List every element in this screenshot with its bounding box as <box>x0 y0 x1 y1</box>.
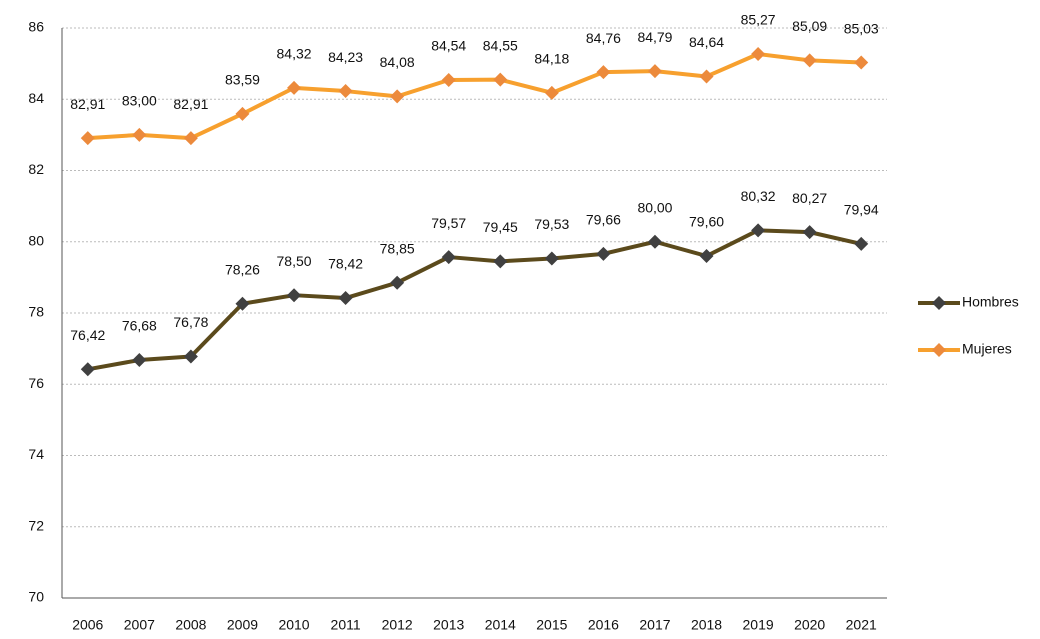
y-tick-label: 70 <box>28 589 44 605</box>
x-tick-label: 2018 <box>691 617 722 633</box>
data-label: 78,85 <box>380 240 415 256</box>
marker <box>699 69 714 84</box>
data-label: 80,32 <box>741 188 776 204</box>
marker <box>287 288 302 303</box>
x-tick-label: 2019 <box>743 617 774 633</box>
marker <box>287 80 302 95</box>
x-tick-label: 2009 <box>227 617 258 633</box>
data-label: 76,42 <box>70 327 105 343</box>
data-label: 79,94 <box>844 202 879 218</box>
data-label: 76,78 <box>173 314 208 330</box>
x-tick-label: 2017 <box>639 617 670 633</box>
x-tick-label: 2021 <box>846 617 877 633</box>
marker <box>493 254 508 269</box>
x-tick-label: 2014 <box>485 617 516 633</box>
marker <box>647 64 662 79</box>
data-label: 78,42 <box>328 256 363 272</box>
marker <box>235 106 250 121</box>
x-tick-label: 2015 <box>536 617 567 633</box>
marker <box>338 84 353 99</box>
data-label: 85,09 <box>792 18 827 34</box>
legend-label: Mujeres <box>962 341 1012 357</box>
marker <box>802 53 817 68</box>
y-tick-label: 82 <box>28 161 44 177</box>
data-label: 84,76 <box>586 30 621 46</box>
series-line <box>87 52 862 141</box>
marker <box>441 250 456 265</box>
y-tick-label: 80 <box>28 232 44 248</box>
x-tick-label: 2020 <box>794 617 825 633</box>
marker <box>338 291 353 306</box>
series-line <box>87 228 862 372</box>
y-tick-label: 86 <box>28 19 44 35</box>
marker <box>699 249 714 263</box>
marker <box>132 127 147 142</box>
marker <box>441 73 456 88</box>
marker <box>390 275 405 290</box>
legend-marker <box>932 343 946 357</box>
legend-label: Hombres <box>962 294 1019 310</box>
marker <box>596 65 611 80</box>
y-tick-label: 74 <box>28 446 44 462</box>
marker <box>390 89 405 104</box>
data-label: 84,79 <box>637 29 672 45</box>
marker <box>132 353 147 368</box>
x-tick-label: 2010 <box>278 617 309 633</box>
data-label: 78,50 <box>277 253 312 269</box>
data-label: 84,54 <box>431 38 466 54</box>
data-label: 84,55 <box>483 37 518 53</box>
x-tick-label: 2016 <box>588 617 619 633</box>
data-label: 79,57 <box>431 215 466 231</box>
data-label: 84,18 <box>534 51 569 67</box>
data-label: 84,32 <box>277 46 312 62</box>
marker <box>544 85 559 100</box>
marker <box>183 131 198 146</box>
data-label: 83,59 <box>225 72 260 88</box>
data-label: 79,53 <box>534 216 569 232</box>
x-tick-label: 2008 <box>175 617 206 633</box>
marker <box>854 236 869 251</box>
data-label: 82,91 <box>70 96 105 112</box>
marker <box>235 296 250 311</box>
marker <box>493 72 508 87</box>
marker <box>751 223 766 238</box>
data-label: 84,64 <box>689 34 724 50</box>
marker <box>80 131 95 146</box>
data-label: 79,66 <box>586 212 621 228</box>
x-tick-label: 2011 <box>331 617 361 633</box>
data-label: 80,27 <box>792 190 827 206</box>
legend-marker <box>932 296 946 310</box>
data-label: 83,00 <box>122 93 157 109</box>
data-label: 84,08 <box>380 54 415 70</box>
marker <box>183 349 198 364</box>
y-tick-label: 78 <box>28 304 44 320</box>
x-tick-label: 2012 <box>382 617 413 633</box>
data-label: 79,45 <box>483 219 518 235</box>
marker <box>544 251 559 266</box>
data-label: 85,03 <box>844 20 879 36</box>
marker <box>751 47 766 62</box>
marker <box>596 246 611 261</box>
data-label: 82,91 <box>173 96 208 112</box>
y-tick-label: 72 <box>28 517 44 533</box>
data-label: 78,26 <box>225 261 260 277</box>
x-tick-label: 2006 <box>72 617 103 633</box>
marker <box>80 362 95 377</box>
y-tick-label: 76 <box>28 375 44 391</box>
data-label: 85,27 <box>741 12 776 28</box>
y-tick-label: 84 <box>28 90 44 106</box>
x-tick-label: 2013 <box>433 617 464 633</box>
data-label: 84,23 <box>328 49 363 65</box>
data-label: 79,60 <box>689 214 724 230</box>
marker <box>802 225 817 240</box>
data-label: 76,68 <box>122 318 157 334</box>
marker <box>647 234 662 249</box>
x-tick-label: 2007 <box>124 617 155 633</box>
marker <box>854 55 869 70</box>
data-label: 80,00 <box>637 199 672 215</box>
